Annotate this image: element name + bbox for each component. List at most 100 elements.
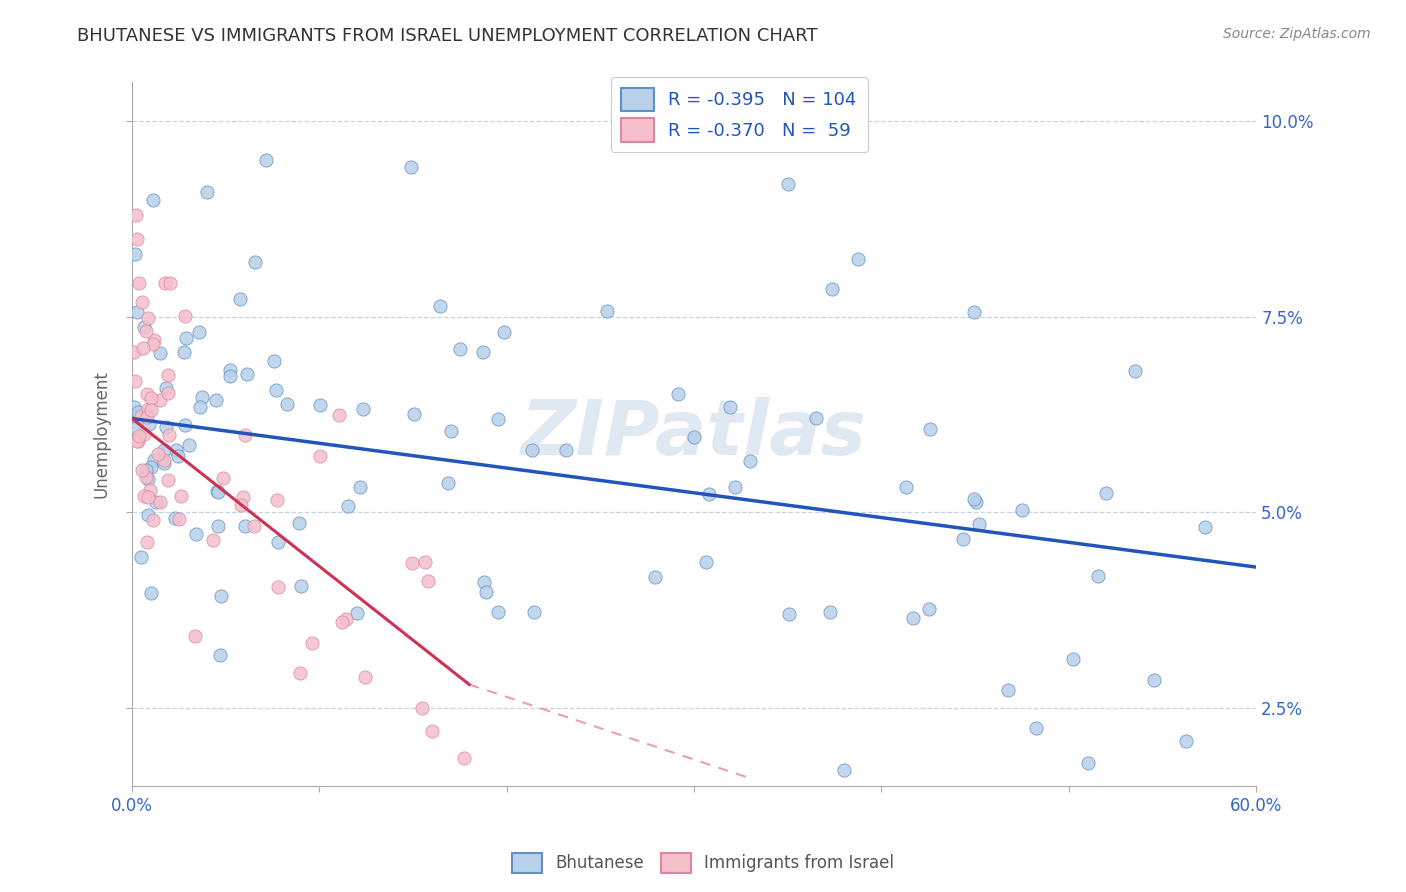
Point (918, 602, 941, 616)
Point (174, 330, 197, 344)
Point (337, 500, 360, 514)
Point (124, 208, 146, 222)
Point (997, 683, 1019, 698)
Point (399, 160, 422, 174)
Point (187, 325, 209, 339)
Point (330, 615, 353, 629)
Point (415, 555, 437, 569)
Point (136, 535, 159, 549)
Point (136, 387, 159, 401)
Point (846, 252, 869, 266)
Point (1011, 503, 1033, 517)
Point (290, 579, 312, 593)
Point (288, 516, 311, 531)
Point (149, 393, 172, 408)
Point (155, 381, 177, 395)
Point (145, 494, 167, 508)
Point (233, 518, 256, 533)
Point (124, 247, 146, 261)
Point (157, 385, 180, 400)
Point (136, 401, 159, 416)
Point (142, 193, 165, 207)
Point (328, 408, 350, 422)
Point (440, 424, 463, 438)
Point (449, 342, 471, 356)
Point (666, 387, 689, 401)
Point (894, 480, 917, 494)
Point (208, 648, 231, 663)
Point (131, 295, 153, 310)
Point (163, 511, 186, 525)
Point (820, 606, 842, 620)
Point (127, 405, 149, 419)
Point (156, 473, 179, 487)
Point (401, 556, 423, 570)
Point (138, 417, 160, 431)
Point (1175, 734, 1198, 748)
Point (207, 485, 229, 500)
Point (1095, 486, 1118, 500)
Point (232, 490, 254, 504)
Point (139, 483, 162, 497)
Point (219, 363, 242, 377)
Point (335, 611, 357, 625)
Point (229, 292, 252, 306)
Point (952, 532, 974, 546)
Point (135, 463, 157, 477)
Point (142, 513, 165, 527)
Point (229, 498, 252, 512)
Point (644, 570, 666, 584)
Point (242, 518, 264, 533)
Point (207, 483, 229, 498)
Point (136, 508, 159, 523)
Point (821, 282, 844, 296)
Point (309, 449, 332, 463)
Point (901, 611, 924, 625)
Point (418, 574, 440, 588)
Point (136, 409, 159, 424)
Point (471, 345, 494, 359)
Point (1087, 569, 1109, 583)
Point (156, 368, 179, 383)
Y-axis label: Unemployment: Unemployment (93, 370, 110, 498)
Point (143, 453, 166, 467)
Point (522, 605, 544, 619)
Point (127, 434, 149, 448)
Text: ZIPatlas: ZIPatlas (522, 397, 868, 471)
Point (520, 443, 543, 458)
Point (965, 495, 987, 509)
Point (472, 574, 495, 589)
Point (1125, 364, 1147, 378)
Point (170, 489, 193, 503)
Point (963, 305, 986, 319)
Point (832, 764, 855, 778)
Point (918, 422, 941, 436)
Point (288, 665, 311, 680)
Point (148, 447, 170, 461)
Point (420, 724, 443, 739)
Point (127, 305, 149, 319)
Point (475, 584, 498, 599)
Point (1143, 673, 1166, 687)
Point (402, 407, 425, 421)
Point (486, 412, 509, 426)
Point (195, 185, 218, 199)
Point (806, 410, 828, 425)
Point (173, 345, 195, 359)
Point (201, 533, 224, 547)
Point (132, 489, 155, 503)
Point (165, 443, 187, 458)
Point (486, 605, 509, 619)
Point (153, 443, 176, 458)
Point (494, 326, 516, 340)
Point (411, 701, 433, 715)
Point (136, 311, 159, 326)
Point (963, 491, 986, 506)
Point (184, 629, 207, 643)
Point (131, 463, 153, 477)
Point (352, 401, 374, 416)
Point (142, 337, 165, 351)
Point (173, 417, 195, 432)
Point (153, 452, 176, 467)
Point (683, 430, 706, 444)
